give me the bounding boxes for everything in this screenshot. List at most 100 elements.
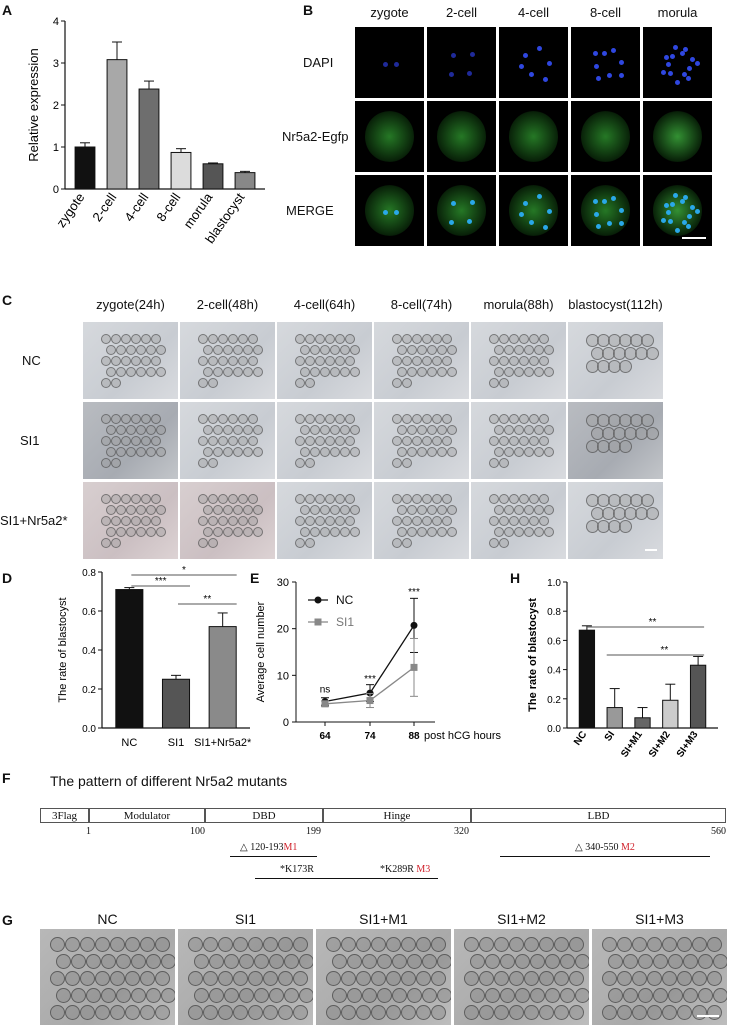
significance-label: ***	[155, 576, 167, 587]
fluorescence-image	[643, 101, 712, 172]
bar	[202, 163, 224, 190]
domain-modulator: Modulator	[89, 808, 205, 823]
bar	[161, 678, 191, 729]
brightfield-image	[180, 322, 275, 399]
bar	[662, 699, 679, 729]
category-label: SI+M3	[675, 729, 701, 760]
y-tick-label: 0.8	[547, 607, 561, 618]
brightfield-image	[178, 929, 313, 1025]
legend-marker	[314, 618, 322, 626]
y-axis-label: The rate of blastocyst	[57, 597, 69, 702]
panel-label-d: D	[2, 570, 13, 586]
panel-b-column-title: 8-cell	[589, 5, 622, 20]
panel-b-row-label: DAPI	[303, 54, 334, 70]
domain-dbd: DBD	[205, 808, 323, 823]
category-label: SI	[603, 729, 618, 743]
panel-c-column-title: morula(88h)	[483, 297, 554, 312]
y-tick-label: 4	[53, 16, 59, 28]
y-tick-label: 0.6	[547, 636, 561, 647]
bar	[138, 88, 160, 190]
category-label: NC	[572, 729, 589, 747]
bar	[115, 589, 144, 729]
brightfield-image	[316, 929, 451, 1025]
mutant-m2-line	[500, 856, 710, 857]
brightfield-image	[374, 322, 469, 399]
mutant-m3-line	[255, 878, 438, 879]
panel-label-a: A	[2, 2, 13, 18]
y-tick-label: 0.0	[82, 724, 96, 735]
y-tick-label: 0.2	[82, 685, 96, 696]
fluorescence-image	[499, 101, 568, 172]
significance-label: **	[203, 594, 211, 605]
panel-c-column-title: zygote(24h)	[96, 297, 165, 312]
panel-b-column-title: zygote	[370, 5, 409, 20]
panel-b-row-label: MERGE	[286, 202, 334, 218]
fluorescence-image	[355, 27, 424, 98]
x-axis-label: post hCG hours	[424, 730, 502, 742]
fluorescence-image	[643, 27, 712, 98]
panel-c-row-label: NC	[22, 352, 41, 368]
y-tick-label: 20	[277, 624, 289, 636]
panel-g-column-title: SI1	[234, 911, 256, 927]
category-label: SI1+Nr5a2*	[194, 737, 252, 749]
panel-label-h: H	[510, 570, 521, 586]
brightfield-image	[277, 402, 372, 479]
panel-c-row-label: SI1	[20, 432, 40, 448]
y-tick-label: 30	[277, 577, 289, 589]
y-tick-label: 0	[53, 184, 59, 196]
brightfield-image	[471, 402, 566, 479]
panel-c-column-title: 2-cell(48h)	[196, 297, 259, 312]
data-point	[366, 697, 374, 705]
y-tick-label: 10	[277, 670, 289, 682]
y-axis-label: Relative expression	[26, 48, 41, 161]
brightfield-image	[180, 482, 275, 559]
category-label: NC	[121, 737, 137, 749]
bar	[634, 717, 651, 729]
significance-label: ***	[408, 587, 420, 598]
brightfield-image	[180, 402, 275, 479]
fluorescence-image	[643, 175, 712, 246]
brightfield-image	[83, 482, 178, 559]
panel-c-column-title: blastocyst(112h)	[568, 297, 663, 312]
y-axis-label: The rate of blastocyst	[527, 598, 539, 712]
fluorescence-image	[499, 27, 568, 98]
panel-label-f: F	[2, 770, 11, 786]
brightfield-image	[568, 482, 663, 559]
x-tick-label: 64	[319, 731, 331, 742]
y-tick-label: 1	[53, 142, 59, 154]
significance-label: ***	[364, 674, 376, 685]
position-199: 199	[306, 826, 321, 837]
mutant-m1: △ 120-193M1	[240, 842, 298, 853]
panel-c-row-label: SI1+Nr5a2*	[0, 512, 68, 528]
brightfield-image	[83, 402, 178, 479]
y-tick-label: 0.4	[82, 646, 96, 657]
mutant-m1-line	[230, 856, 317, 857]
position-100: 100	[190, 826, 205, 837]
data-point	[410, 621, 418, 629]
position-560: 560	[711, 826, 726, 837]
y-tick-label: 0.6	[82, 607, 96, 618]
bar	[606, 707, 623, 729]
y-tick-label: 0.2	[547, 695, 561, 706]
brightfield-image	[374, 482, 469, 559]
panel-d-bar-chart: 0.0 0.2 0.4 0.6 0.8 The rate of blastocyst NC S…	[57, 566, 252, 749]
y-tick-label: 0.0	[547, 724, 561, 735]
category-label: 8-cell	[153, 190, 183, 224]
bar	[234, 172, 256, 190]
mutant-m2: △ 340-550 M2	[575, 842, 635, 853]
significance-label: **	[661, 645, 669, 656]
significance-label: *	[182, 566, 186, 576]
category-label: SI1	[168, 737, 185, 749]
y-axis-label: Average cell number	[255, 601, 267, 702]
significance-label: **	[649, 617, 657, 628]
significance-label: ns	[320, 685, 331, 696]
fluorescence-image	[571, 175, 640, 246]
data-point	[410, 663, 418, 671]
x-tick-label: 74	[364, 731, 376, 742]
category-label: SI+M2	[647, 729, 673, 760]
y-tick-label: 0.4	[547, 666, 561, 677]
panel-g-column-title: SI1+M1	[359, 911, 408, 927]
panel-label-b: B	[303, 2, 314, 18]
panel-b-row-label: Nr5a2-Egfp	[282, 128, 349, 144]
panel-g-column-title: SI1+M2	[497, 911, 546, 927]
